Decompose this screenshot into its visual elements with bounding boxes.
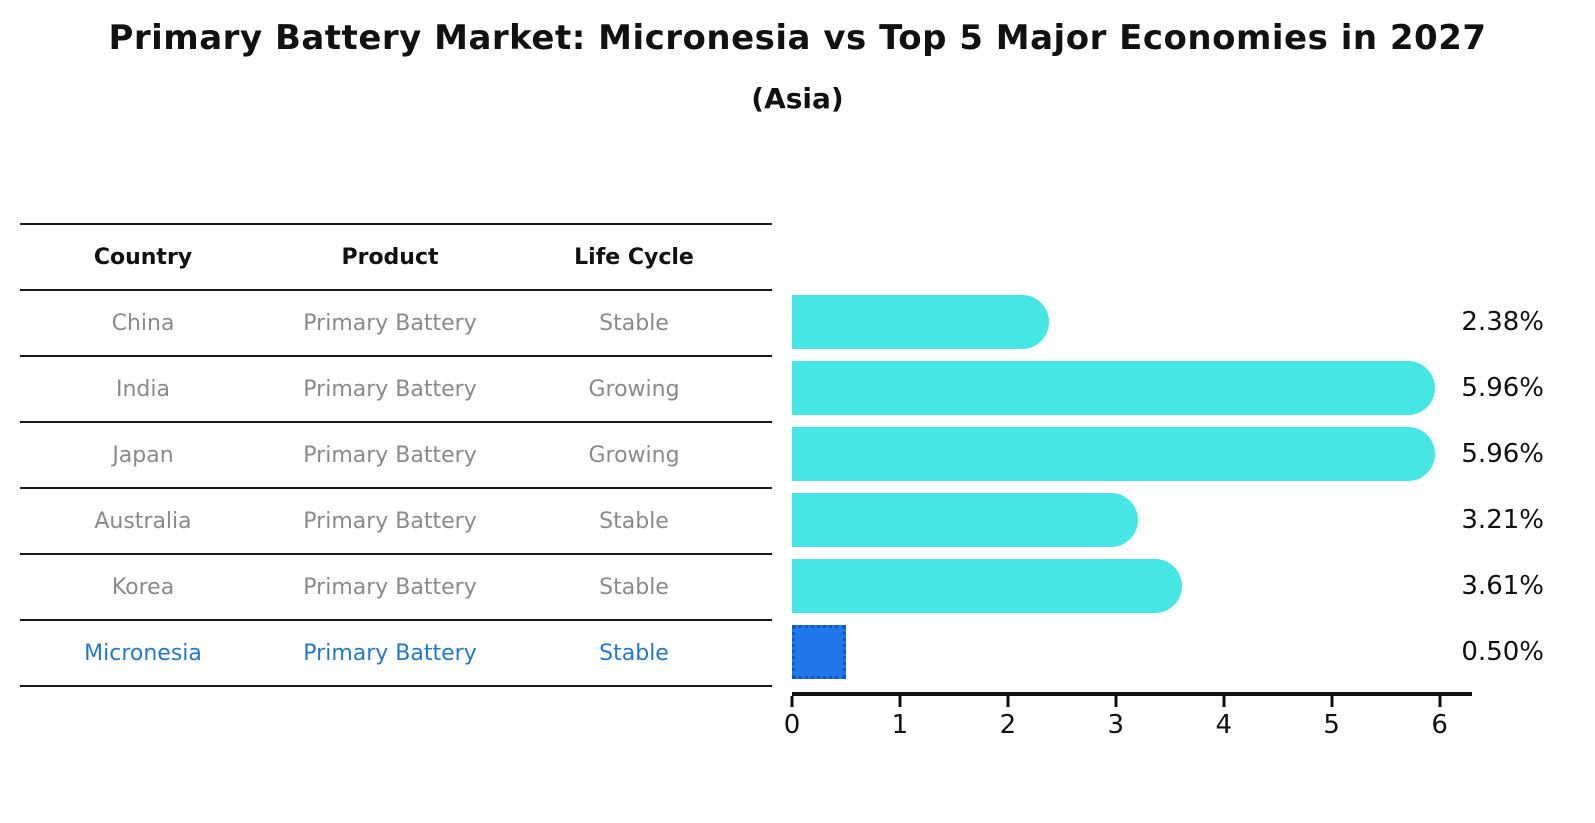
column-header-life-cycle: Life Cycle [574, 244, 694, 270]
x-axis-tick-label: 2 [999, 710, 1017, 740]
bar-plot-area: 0 1 2 3 4 5 6 [784, 289, 1472, 740]
bar-row-china [792, 289, 1472, 355]
column-header-product: Product [341, 244, 439, 270]
bar-row-india [792, 355, 1472, 421]
table-header-row: Country Product Life Cycle [20, 225, 772, 291]
cell-life-cycle: Growing [588, 442, 680, 468]
x-axis-tick-label: 3 [1107, 710, 1125, 740]
bar-row-micronesia [792, 619, 1472, 685]
x-axis-tick-label: 5 [1323, 710, 1340, 740]
cell-product: Primary Battery [303, 508, 477, 534]
x-axis-tick-label: 6 [1431, 710, 1448, 740]
x-axis-tick [1330, 696, 1334, 707]
bar-australia [792, 493, 1139, 547]
cell-country: China [111, 310, 175, 336]
bar-india [792, 361, 1436, 415]
cell-country: Australia [94, 508, 192, 534]
x-axis-tick-label: 0 [783, 710, 801, 740]
cell-product: Primary Battery [303, 376, 477, 402]
x-axis-tick [790, 696, 794, 707]
cell-life-cycle: Growing [588, 376, 680, 402]
value-label-korea: 3.61% [1461, 571, 1544, 601]
table-row-korea: Korea Primary Battery Stable [20, 555, 772, 621]
x-axis-tick-label: 1 [891, 710, 909, 740]
cell-life-cycle: Stable [599, 574, 669, 600]
bar-micronesia [792, 625, 846, 679]
bar-row-japan [792, 421, 1472, 487]
cell-product: Primary Battery [303, 574, 477, 600]
cell-country: Japan [112, 442, 174, 468]
bar-row-korea [792, 553, 1472, 619]
table-row-china: China Primary Battery Stable [20, 291, 772, 357]
value-label-china: 2.38% [1461, 307, 1544, 337]
cell-country: Korea [111, 574, 175, 600]
cell-product: Primary Battery [303, 310, 477, 336]
cell-product: Primary Battery [303, 640, 477, 666]
x-axis-tick [1222, 696, 1226, 707]
x-axis-tick-label: 4 [1215, 710, 1233, 740]
bar-row-australia [792, 487, 1472, 553]
table-row-india: India Primary Battery Growing [20, 357, 772, 423]
table-row-micronesia: Micronesia Primary Battery Stable [20, 621, 772, 687]
bar-korea [792, 559, 1182, 613]
value-label-australia: 3.21% [1461, 505, 1544, 535]
chart-subtitle: (Asia) [751, 82, 844, 115]
cell-life-cycle: Stable [599, 640, 669, 666]
x-axis-tick [1114, 696, 1118, 707]
cell-country: Micronesia [84, 640, 202, 666]
value-label-india: 5.96% [1461, 373, 1544, 403]
x-axis-tick [1438, 696, 1442, 707]
table-row-japan: Japan Primary Battery Growing [20, 423, 772, 489]
data-table: Country Product Life Cycle China Primary… [20, 223, 772, 687]
bar-china [792, 295, 1049, 349]
chart-title: Primary Battery Market: Micronesia vs To… [108, 18, 1487, 58]
value-label-japan: 5.96% [1461, 439, 1544, 469]
value-label-micronesia: 0.50% [1461, 637, 1544, 667]
table-row-australia: Australia Primary Battery Stable [20, 489, 772, 555]
column-header-country: Country [93, 244, 193, 270]
bar-japan [792, 427, 1436, 481]
cell-country: India [116, 376, 170, 402]
x-axis-tick [898, 696, 902, 707]
cell-life-cycle: Stable [599, 310, 669, 336]
value-label-column: 2.38% 5.96% 5.96% 3.21% 3.61% 0.50% [1452, 289, 1544, 685]
cell-life-cycle: Stable [599, 508, 669, 534]
x-axis-tick [1006, 696, 1010, 707]
cell-product: Primary Battery [303, 442, 477, 468]
